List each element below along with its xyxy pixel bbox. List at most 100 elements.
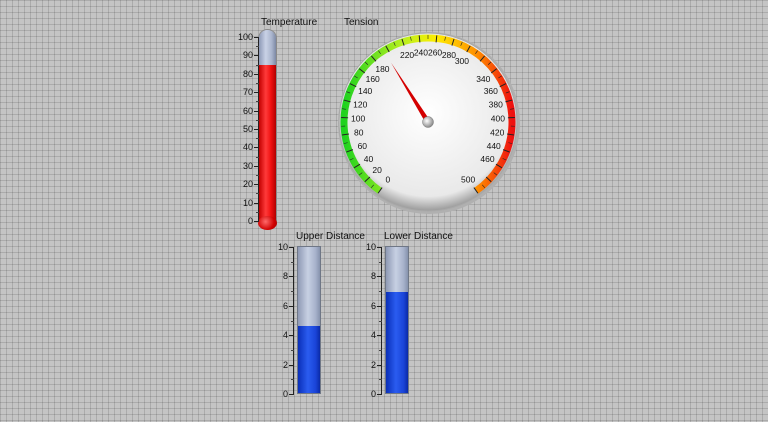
gauge-tick-label: 160 — [366, 74, 380, 84]
gauge-major-tick — [499, 83, 507, 88]
gauge-minor-tick — [370, 184, 374, 189]
lower-distance-label: Lower Distance — [384, 231, 453, 242]
gauge-minor-tick — [498, 75, 502, 79]
major-tick — [254, 37, 259, 38]
gauge-major-tick — [505, 99, 513, 103]
gauge-tick-label: 20 — [372, 165, 382, 175]
tick-label: 10 — [242, 197, 253, 208]
upper-distance-label: Upper Distance — [296, 231, 365, 242]
major-tick — [254, 184, 259, 186]
gauge-minor-tick — [482, 184, 486, 189]
tick-label: 50 — [242, 124, 253, 134]
upper-distance-tank[interactable] — [297, 246, 321, 394]
gauge-major-tick — [371, 55, 377, 62]
tick-label: 0 — [282, 389, 288, 399]
gauge-major-tick — [495, 163, 503, 169]
major-tick — [289, 247, 294, 248]
gauge-major-tick — [353, 163, 361, 169]
gauge-minor-tick — [502, 158, 507, 161]
gauge-tick-label: 0 — [385, 174, 390, 184]
minor-tick — [379, 320, 382, 322]
gauge-tick-label: 80 — [354, 127, 364, 137]
tick-label: 10 — [277, 242, 288, 252]
minor-tick — [291, 291, 294, 293]
major-tick — [289, 305, 294, 307]
major-tick — [377, 305, 382, 307]
gauge-tick-label: 340 — [476, 74, 490, 84]
gauge-tick-label: 100 — [351, 113, 365, 123]
temperature-label: Temperature — [261, 17, 318, 28]
gauge-minor-tick — [410, 36, 412, 41]
tick-label: 90 — [242, 50, 253, 61]
gauge-tick-label: 140 — [358, 86, 372, 96]
gauge-needle — [391, 62, 431, 124]
gauge-major-tick — [358, 68, 366, 74]
gauge-major-tick — [507, 133, 515, 136]
gauge-minor-tick — [364, 61, 369, 65]
major-tick — [254, 221, 259, 222]
thermometer-tube — [259, 30, 276, 228]
gauge-tick-label: 360 — [484, 86, 498, 96]
minor-tick — [291, 379, 294, 381]
gauge-minor-tick — [493, 172, 498, 176]
tick-label: 20 — [242, 179, 253, 190]
gauge-tick-label: 260 — [428, 47, 442, 57]
minor-tick — [291, 349, 294, 351]
thermometer-bulb — [258, 216, 277, 230]
gauge-tick-label: 280 — [442, 50, 456, 60]
gauge-tick-label: 180 — [375, 64, 389, 74]
temperature-thermometer[interactable] — [258, 30, 277, 230]
minor-tick — [291, 320, 294, 322]
gauge-major-tick — [435, 35, 438, 43]
tick-label: 40 — [242, 142, 253, 153]
minor-tick — [256, 119, 259, 121]
major-tick — [254, 73, 259, 75]
gauge-minor-tick — [378, 50, 381, 55]
minor-tick — [379, 349, 382, 351]
gauge-tick-label: 40 — [364, 154, 374, 164]
gauge-tick-label: 380 — [489, 99, 503, 109]
gauge-minor-tick — [354, 75, 358, 79]
gauge-tick-label: 420 — [490, 127, 504, 137]
gauge-minor-tick — [341, 108, 347, 110]
gauge-minor-tick — [444, 36, 446, 41]
major-tick — [377, 247, 382, 248]
gauge-minor-tick — [505, 91, 510, 94]
gauge-minor-tick — [346, 91, 351, 94]
minor-tick — [379, 379, 382, 381]
lower-distance-tank[interactable] — [385, 246, 409, 394]
gauge-major-tick — [343, 99, 351, 103]
minor-tick — [256, 138, 259, 140]
major-tick — [289, 394, 294, 395]
gauge-major-tick — [479, 55, 485, 62]
major-tick — [377, 335, 382, 337]
minor-tick — [256, 193, 259, 195]
gauge-minor-tick — [460, 41, 463, 46]
gauge-minor-tick — [508, 142, 513, 144]
gauge-major-tick — [451, 38, 455, 46]
major-tick — [254, 110, 259, 112]
tension-label: Tension — [344, 17, 379, 28]
major-tick — [377, 394, 382, 395]
gauge-tick-label: 440 — [487, 141, 501, 151]
gauge-major-tick — [502, 149, 510, 153]
gauge-hub — [422, 116, 434, 128]
tick-label: 4 — [370, 330, 376, 341]
major-tick — [254, 129, 259, 130]
minor-tick — [256, 175, 259, 176]
gauge-major-tick — [473, 187, 479, 194]
tick-label: 6 — [370, 300, 376, 311]
major-tick — [289, 276, 294, 278]
tick-label: 30 — [242, 160, 253, 171]
gauge-major-tick — [466, 45, 471, 53]
minor-tick — [256, 211, 259, 213]
tick-label: 70 — [242, 87, 253, 98]
gauge-major-tick — [364, 176, 371, 183]
major-tick — [254, 92, 259, 94]
gauge-tick-label: 400 — [491, 113, 505, 123]
thermometer-fill — [259, 64, 276, 228]
gauge-tick-label: 300 — [455, 56, 469, 66]
gauge-minor-tick — [358, 172, 363, 176]
